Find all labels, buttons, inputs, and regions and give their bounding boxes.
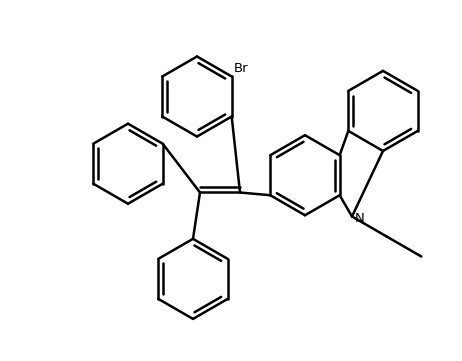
Text: N: N — [355, 212, 365, 225]
Text: Br: Br — [234, 62, 248, 75]
